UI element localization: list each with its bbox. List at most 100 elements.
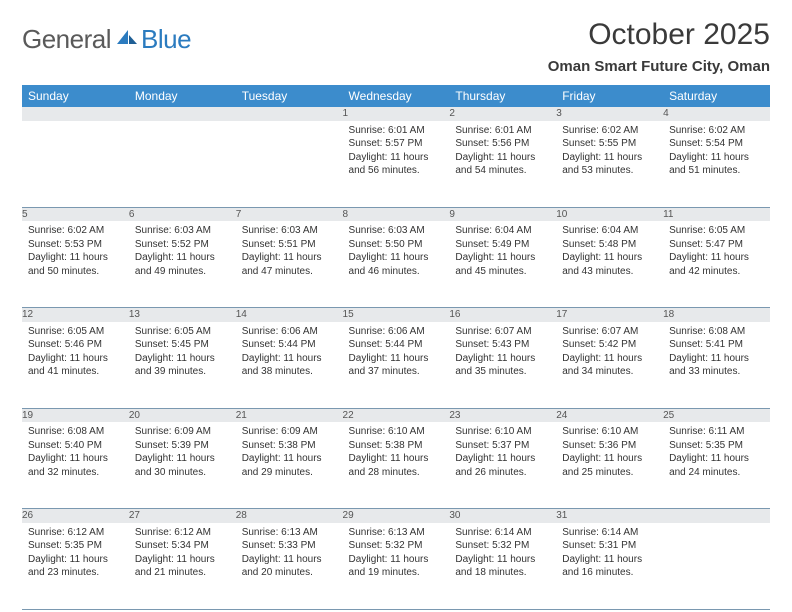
sunrise-text: Sunrise: 6:14 AM [455, 526, 550, 540]
day-cell-empty [22, 121, 129, 208]
daylight-text: Daylight: 11 hours and 41 minutes. [28, 352, 123, 379]
day-number: 16 [449, 308, 556, 322]
daylight-text: Daylight: 11 hours and 16 minutes. [562, 553, 657, 580]
sunrise-text: Sunrise: 6:05 AM [135, 325, 230, 339]
sunrise-text: Sunrise: 6:10 AM [562, 425, 657, 439]
sunrise-text: Sunrise: 6:01 AM [349, 124, 444, 138]
day-content: Sunrise: 6:13 AMSunset: 5:33 PMDaylight:… [236, 523, 343, 584]
sunrise-text: Sunrise: 6:06 AM [349, 325, 444, 339]
sunset-text: Sunset: 5:51 PM [242, 238, 337, 252]
content-row: Sunrise: 6:01 AMSunset: 5:57 PMDaylight:… [22, 121, 770, 208]
sunrise-text: Sunrise: 6:09 AM [135, 425, 230, 439]
day-number: 18 [663, 308, 770, 322]
day-content: Sunrise: 6:02 AMSunset: 5:54 PMDaylight:… [663, 121, 770, 182]
weekday-header: Sunday [22, 85, 129, 107]
day-number: 22 [343, 408, 450, 422]
day-cell: Sunrise: 6:01 AMSunset: 5:56 PMDaylight:… [449, 121, 556, 208]
day-cell: Sunrise: 6:09 AMSunset: 5:39 PMDaylight:… [129, 422, 236, 509]
day-cell: Sunrise: 6:02 AMSunset: 5:53 PMDaylight:… [22, 221, 129, 308]
daylight-text: Daylight: 11 hours and 30 minutes. [135, 452, 230, 479]
day-cell: Sunrise: 6:12 AMSunset: 5:34 PMDaylight:… [129, 523, 236, 610]
daylight-text: Daylight: 11 hours and 39 minutes. [135, 352, 230, 379]
daylight-text: Daylight: 11 hours and 43 minutes. [562, 251, 657, 278]
daylight-text: Daylight: 11 hours and 33 minutes. [669, 352, 764, 379]
sunset-text: Sunset: 5:38 PM [242, 439, 337, 453]
sunset-text: Sunset: 5:33 PM [242, 539, 337, 553]
daynum-row: 12131415161718 [22, 308, 770, 322]
daynum-row: 567891011 [22, 207, 770, 221]
daylight-text: Daylight: 11 hours and 20 minutes. [242, 553, 337, 580]
sunrise-text: Sunrise: 6:03 AM [135, 224, 230, 238]
day-cell: Sunrise: 6:04 AMSunset: 5:48 PMDaylight:… [556, 221, 663, 308]
day-content: Sunrise: 6:06 AMSunset: 5:44 PMDaylight:… [343, 322, 450, 383]
day-content: Sunrise: 6:14 AMSunset: 5:32 PMDaylight:… [449, 523, 556, 584]
sunrise-text: Sunrise: 6:04 AM [562, 224, 657, 238]
day-cell: Sunrise: 6:11 AMSunset: 5:35 PMDaylight:… [663, 422, 770, 509]
sunrise-text: Sunrise: 6:07 AM [455, 325, 550, 339]
day-number: 8 [343, 207, 450, 221]
daylight-text: Daylight: 11 hours and 56 minutes. [349, 151, 444, 178]
sunset-text: Sunset: 5:35 PM [669, 439, 764, 453]
day-number: 20 [129, 408, 236, 422]
location: Oman Smart Future City, Oman [548, 58, 770, 75]
day-content: Sunrise: 6:07 AMSunset: 5:42 PMDaylight:… [556, 322, 663, 383]
weekday-header: Friday [556, 85, 663, 107]
sunset-text: Sunset: 5:36 PM [562, 439, 657, 453]
calendar-header-row: SundayMondayTuesdayWednesdayThursdayFrid… [22, 85, 770, 107]
sunrise-text: Sunrise: 6:08 AM [28, 425, 123, 439]
day-cell: Sunrise: 6:05 AMSunset: 5:47 PMDaylight:… [663, 221, 770, 308]
sunrise-text: Sunrise: 6:03 AM [242, 224, 337, 238]
daynum-row: 1234 [22, 107, 770, 121]
day-content: Sunrise: 6:12 AMSunset: 5:34 PMDaylight:… [129, 523, 236, 584]
day-content: Sunrise: 6:09 AMSunset: 5:39 PMDaylight:… [129, 422, 236, 483]
day-cell-empty [236, 121, 343, 208]
sunrise-text: Sunrise: 6:13 AM [349, 526, 444, 540]
day-number: 24 [556, 408, 663, 422]
sunrise-text: Sunrise: 6:05 AM [28, 325, 123, 339]
sunset-text: Sunset: 5:46 PM [28, 338, 123, 352]
daylight-text: Daylight: 11 hours and 46 minutes. [349, 251, 444, 278]
day-number-empty [129, 107, 236, 121]
weekday-header: Wednesday [343, 85, 450, 107]
day-content: Sunrise: 6:08 AMSunset: 5:40 PMDaylight:… [22, 422, 129, 483]
content-row: Sunrise: 6:05 AMSunset: 5:46 PMDaylight:… [22, 322, 770, 409]
daylight-text: Daylight: 11 hours and 32 minutes. [28, 452, 123, 479]
daylight-text: Daylight: 11 hours and 37 minutes. [349, 352, 444, 379]
day-number: 23 [449, 408, 556, 422]
sunrise-text: Sunrise: 6:04 AM [455, 224, 550, 238]
sunset-text: Sunset: 5:45 PM [135, 338, 230, 352]
daylight-text: Daylight: 11 hours and 54 minutes. [455, 151, 550, 178]
day-content: Sunrise: 6:07 AMSunset: 5:43 PMDaylight:… [449, 322, 556, 383]
sunrise-text: Sunrise: 6:09 AM [242, 425, 337, 439]
day-number: 28 [236, 509, 343, 523]
day-number-empty [663, 509, 770, 523]
sunset-text: Sunset: 5:54 PM [669, 137, 764, 151]
day-cell: Sunrise: 6:03 AMSunset: 5:50 PMDaylight:… [343, 221, 450, 308]
calendar-page: General Blue October 2025 Oman Smart Fut… [0, 0, 792, 610]
sunset-text: Sunset: 5:35 PM [28, 539, 123, 553]
day-number: 31 [556, 509, 663, 523]
day-cell: Sunrise: 6:03 AMSunset: 5:52 PMDaylight:… [129, 221, 236, 308]
sunset-text: Sunset: 5:48 PM [562, 238, 657, 252]
daylight-text: Daylight: 11 hours and 49 minutes. [135, 251, 230, 278]
day-cell: Sunrise: 6:01 AMSunset: 5:57 PMDaylight:… [343, 121, 450, 208]
title-block: October 2025 Oman Smart Future City, Oma… [548, 18, 770, 75]
day-number: 4 [663, 107, 770, 121]
day-cell: Sunrise: 6:08 AMSunset: 5:40 PMDaylight:… [22, 422, 129, 509]
day-content: Sunrise: 6:01 AMSunset: 5:56 PMDaylight:… [449, 121, 556, 182]
sunset-text: Sunset: 5:57 PM [349, 137, 444, 151]
weekday-header: Monday [129, 85, 236, 107]
day-number: 30 [449, 509, 556, 523]
day-content: Sunrise: 6:04 AMSunset: 5:49 PMDaylight:… [449, 221, 556, 282]
content-row: Sunrise: 6:02 AMSunset: 5:53 PMDaylight:… [22, 221, 770, 308]
logo-word-2: Blue [141, 24, 191, 55]
day-cell: Sunrise: 6:13 AMSunset: 5:33 PMDaylight:… [236, 523, 343, 610]
sunrise-text: Sunrise: 6:06 AM [242, 325, 337, 339]
daylight-text: Daylight: 11 hours and 24 minutes. [669, 452, 764, 479]
weekday-header: Thursday [449, 85, 556, 107]
day-content: Sunrise: 6:05 AMSunset: 5:45 PMDaylight:… [129, 322, 236, 383]
daylight-text: Daylight: 11 hours and 23 minutes. [28, 553, 123, 580]
sunset-text: Sunset: 5:55 PM [562, 137, 657, 151]
day-number: 21 [236, 408, 343, 422]
day-cell: Sunrise: 6:06 AMSunset: 5:44 PMDaylight:… [343, 322, 450, 409]
